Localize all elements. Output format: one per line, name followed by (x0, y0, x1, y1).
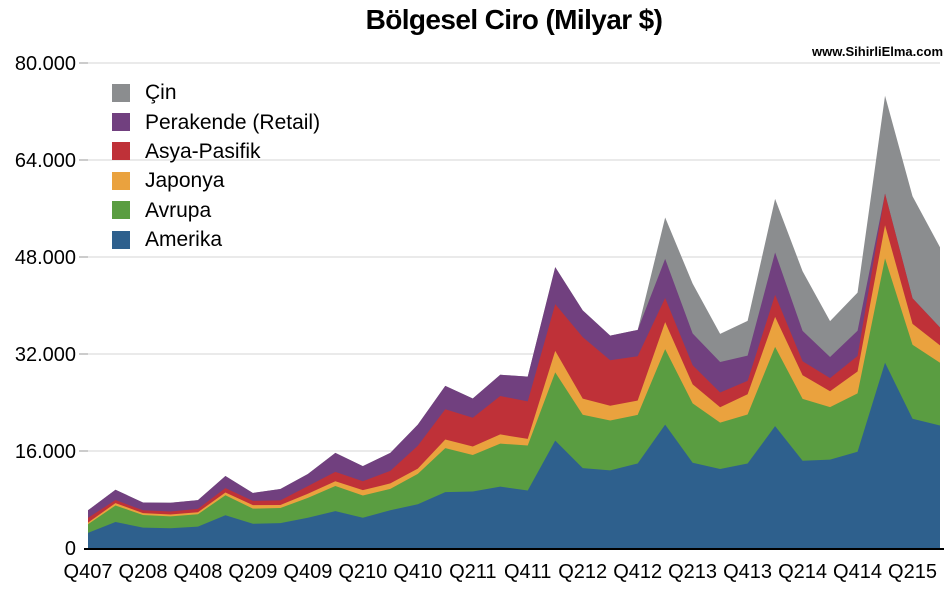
legend: Çin Perakende (Retail) Asya-Pasifik Japonya… (112, 78, 320, 254)
x-axis-label: Q412 (613, 561, 662, 583)
chart-title: Bölgesel Ciro (Milyar $) (365, 4, 663, 35)
legend-label-perakende-retail: Perakende (Retail) (145, 110, 321, 134)
legend-label-asya-pasifik: Asya-Pasifik (145, 139, 261, 163)
y-axis-label: 32.000 (15, 344, 76, 366)
legend-item-asya-pasifik: Asya-Pasifik (112, 137, 320, 166)
legend-swatch-amerika (112, 230, 130, 249)
legend-swatch-in (112, 83, 130, 102)
legend-label-japonya: Japonya (145, 169, 225, 193)
x-axis-label: Q410 (393, 561, 442, 583)
y-axis-label: 64.000 (15, 150, 76, 172)
legend-item-perakende-retail: Perakende (Retail) (112, 107, 320, 136)
legend-swatch-avrupa (112, 201, 130, 220)
x-axis-label: Q215 (888, 561, 937, 583)
area-series-amerika (88, 362, 940, 548)
y-axis-label: 0 (65, 538, 76, 560)
x-axis-label: Q208 (119, 561, 168, 583)
legend-swatch-japonya (112, 171, 130, 190)
y-axis-label: 80.000 (15, 53, 76, 75)
x-axis-label: Q414 (833, 561, 882, 583)
x-axis-label: Q408 (173, 561, 222, 583)
x-axis-label: Q407 (64, 561, 113, 583)
x-axis-label: Q209 (228, 561, 277, 583)
x-axis-label: Q212 (558, 561, 607, 583)
legend-label-in: Çin (145, 81, 177, 105)
legend-label-avrupa: Avrupa (145, 198, 212, 222)
legend-item-avrupa: Avrupa (112, 196, 320, 225)
x-axis-label: Q413 (723, 561, 772, 583)
x-axis-label: Q211 (449, 561, 496, 583)
legend-label-amerika: Amerika (145, 228, 223, 252)
x-axis-label: Q210 (338, 561, 387, 583)
x-axis-label: Q214 (778, 561, 827, 583)
legend-item-japonya: Japonya (112, 166, 320, 195)
legend-item-amerika: Amerika (112, 225, 320, 254)
x-axis-label: Q409 (283, 561, 332, 583)
legend-swatch-asya-pasifik (112, 142, 130, 161)
y-axis-label: 16.000 (15, 441, 76, 463)
x-axis-label: Q213 (668, 561, 717, 583)
watermark: www.SihirliElma.com (812, 44, 943, 59)
legend-swatch-perakende-retail (112, 113, 130, 132)
legend-item-in: Çin (112, 78, 320, 107)
x-axis-label: Q411 (504, 561, 551, 583)
y-axis-label: 48.000 (15, 247, 76, 269)
